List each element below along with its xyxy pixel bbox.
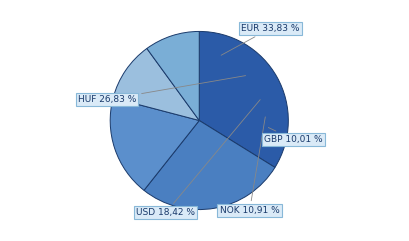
Text: HUF 26,83 %: HUF 26,83 % — [78, 76, 245, 104]
Wedge shape — [144, 120, 275, 210]
Text: NOK 10,91 %: NOK 10,91 % — [220, 117, 279, 215]
Wedge shape — [110, 98, 199, 190]
Text: EUR 33,83 %: EUR 33,83 % — [221, 24, 300, 55]
Text: GBP 10,01 %: GBP 10,01 % — [264, 127, 323, 144]
Wedge shape — [199, 31, 288, 167]
Wedge shape — [147, 31, 199, 120]
Text: USD 18,42 %: USD 18,42 % — [136, 100, 260, 217]
Wedge shape — [113, 48, 199, 120]
